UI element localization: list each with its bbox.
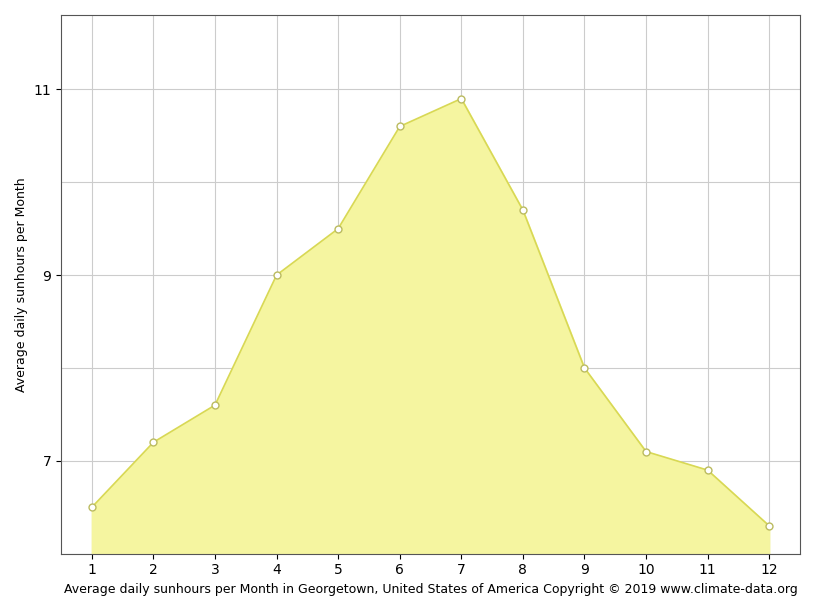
Y-axis label: Average daily sunhours per Month: Average daily sunhours per Month xyxy=(15,177,28,392)
X-axis label: Average daily sunhours per Month in Georgetown, United States of America Copyrig: Average daily sunhours per Month in Geor… xyxy=(64,583,797,596)
